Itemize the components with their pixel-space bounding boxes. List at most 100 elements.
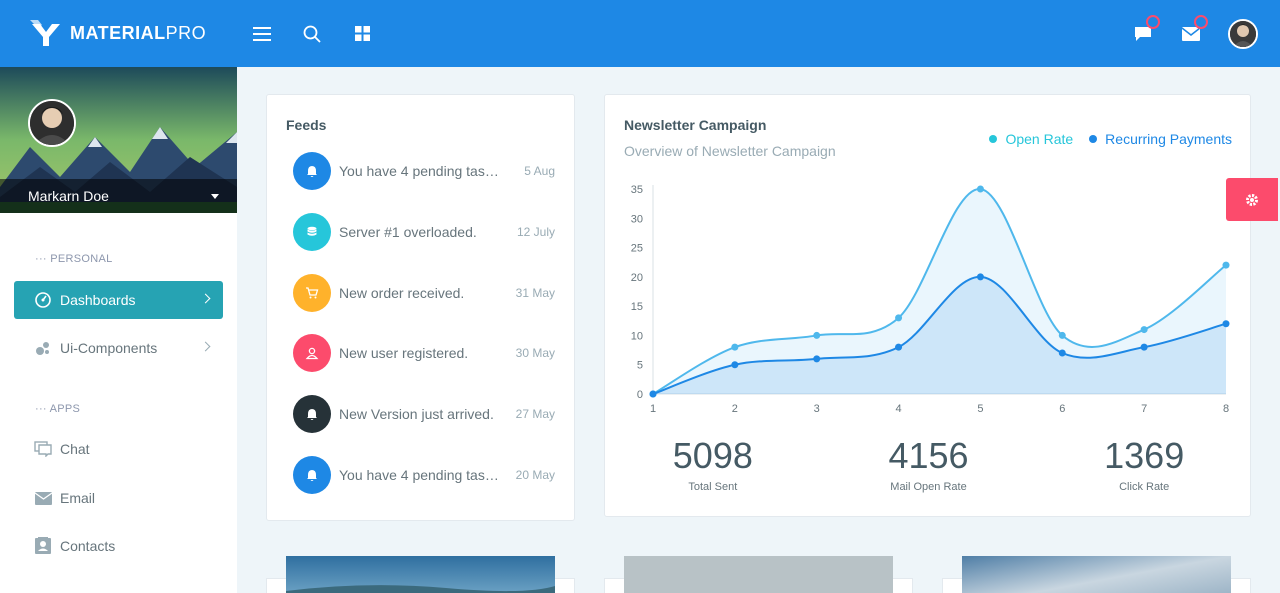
brand-name: MATERIALPRO xyxy=(70,23,207,43)
feed-date: 20 May xyxy=(515,468,555,482)
data-point xyxy=(1222,261,1230,269)
legend-dot xyxy=(989,135,998,143)
data-point xyxy=(1140,343,1148,351)
feed-date: 27 May xyxy=(515,407,555,422)
user-icon xyxy=(293,334,331,373)
brand-logo-icon xyxy=(30,19,60,46)
search-icon[interactable] xyxy=(301,23,323,45)
chat-icon xyxy=(34,440,52,458)
data-point xyxy=(976,185,984,193)
stat-value: 1369 xyxy=(1104,435,1185,476)
newsletter-stats: 5098 Total Sent 4156 Mail Open Rate 1369… xyxy=(605,435,1252,493)
stat-mail-open-rate: 4156 Mail Open Rate xyxy=(821,435,1037,493)
data-point xyxy=(731,343,739,351)
database-icon xyxy=(293,212,331,251)
settings-button[interactable] xyxy=(1226,178,1278,221)
contacts-icon xyxy=(34,537,52,555)
y-tick-label: 10 xyxy=(631,330,643,342)
series-line-1 xyxy=(652,275,1227,395)
legend-open-rate: Open Rate xyxy=(989,131,1073,147)
feed-date: 12 July xyxy=(516,224,555,239)
feed-item[interactable]: New Version just arrived. 27 May xyxy=(293,394,555,434)
x-tick-label: 6 xyxy=(1059,403,1065,415)
newsletter-title: Newsletter Campaign xyxy=(624,117,767,133)
stat-label: Mail Open Rate xyxy=(890,481,967,493)
stat-total-sent: 5098 Total Sent xyxy=(605,435,821,493)
feed-item[interactable]: Server #1 overloaded. 12 July xyxy=(293,212,555,252)
mail-icon[interactable] xyxy=(1180,14,1208,45)
stat-click-rate: 1369 Click Rate xyxy=(1036,435,1252,493)
apps-grid-icon[interactable] xyxy=(351,23,373,45)
x-tick-label: 7 xyxy=(1141,403,1147,415)
nav-section-apps: ··· APPS xyxy=(35,403,81,415)
y-tick-label: 0 xyxy=(637,389,643,401)
email-icon xyxy=(34,489,52,507)
x-tick-label: 5 xyxy=(977,403,983,415)
stat-label: Click Rate xyxy=(1119,481,1170,493)
data-point xyxy=(731,361,739,369)
y-tick-label: 25 xyxy=(631,243,643,255)
newsletter-card: Newsletter Campaign Overview of Newslett… xyxy=(604,94,1251,517)
series-area-0 xyxy=(653,188,1226,394)
stat-value: 5098 xyxy=(672,435,753,476)
data-point xyxy=(813,331,821,339)
feed-item[interactable]: New user registered. 30 May xyxy=(293,333,555,373)
profile-name-bar[interactable]: Markarn Doe xyxy=(0,179,237,213)
feeds-card: Feeds You have 4 pending tasks. 5 Aug Serv… xyxy=(266,94,575,521)
card-image-beach xyxy=(286,556,555,593)
sidebar-item-dashboards[interactable]: Dashboards xyxy=(14,281,223,319)
dashboard-gauge-icon xyxy=(34,291,52,309)
gear-icon xyxy=(1246,193,1258,206)
feed-text: New Version just arrived. xyxy=(339,406,494,423)
sidebar-item-label: Contacts xyxy=(60,538,116,554)
profile-header: Markarn Doe xyxy=(0,67,237,213)
chart-legend: Open Rate Recurring Payments xyxy=(989,131,1232,147)
bell-icon xyxy=(293,456,331,494)
newsletter-area-chart: 0 5 10 15 20 25 30 35 1 2 3 4 5 6 7 8 xyxy=(631,184,1230,415)
sidebar-item-email[interactable]: Email xyxy=(14,479,223,517)
legend-label: Recurring Payments xyxy=(1105,131,1232,147)
profile-name: Markarn Doe xyxy=(28,188,109,204)
feed-text: You have 4 pending tasks. xyxy=(339,467,499,483)
sidebar-item-ui-components[interactable]: Ui-Components xyxy=(14,329,223,367)
x-tick-label: 2 xyxy=(732,403,738,415)
y-tick-label: 30 xyxy=(631,213,643,225)
y-tick-label: 20 xyxy=(631,272,643,284)
messages-icon[interactable] xyxy=(1132,14,1160,45)
feed-item[interactable]: You have 4 pending tasks. 20 May xyxy=(293,455,555,495)
legend-label: Open Rate xyxy=(1005,131,1074,147)
stat-label: Total Sent xyxy=(688,481,738,493)
x-tick-label: 1 xyxy=(650,403,656,415)
caret-down-icon[interactable] xyxy=(211,193,219,199)
card-image-placeholder xyxy=(624,556,893,593)
data-point xyxy=(1222,320,1230,328)
feed-item[interactable]: You have 4 pending tasks. 5 Aug xyxy=(293,151,555,191)
sidebar-item-contacts[interactable]: Contacts xyxy=(14,527,223,565)
sidebar-item-label: Chat xyxy=(60,441,90,457)
x-tick-label: 4 xyxy=(896,403,902,415)
x-tick-label: 8 xyxy=(1223,403,1229,415)
bell-icon xyxy=(293,395,331,434)
data-point xyxy=(813,355,821,363)
menu-icon[interactable] xyxy=(251,23,273,45)
brand[interactable]: MATERIALPRO xyxy=(0,0,237,67)
feed-text: New user registered. xyxy=(339,345,469,362)
user-avatar[interactable] xyxy=(1228,18,1258,49)
newsletter-subtitle: Overview of Newsletter Campaign xyxy=(624,143,836,159)
x-tick-label: 3 xyxy=(814,403,820,415)
profile-avatar[interactable] xyxy=(28,99,76,147)
chevron-right-icon xyxy=(200,293,211,304)
nav-section-personal: ··· PERSONAL xyxy=(35,253,113,265)
chevron-right-icon xyxy=(200,341,211,352)
data-point xyxy=(1140,326,1148,334)
data-point xyxy=(1058,349,1066,357)
feed-item[interactable]: New order received. 31 May xyxy=(293,273,555,313)
data-point xyxy=(895,343,903,351)
legend-recurring-payments: Recurring Payments xyxy=(1089,131,1232,147)
sidebar-item-label: Dashboards xyxy=(60,292,136,308)
stat-value: 4156 xyxy=(888,435,969,476)
feed-text: Server #1 overloaded. xyxy=(339,223,477,240)
notification-dot xyxy=(1146,14,1160,29)
card-image-sky xyxy=(962,556,1231,593)
sidebar-item-chat[interactable]: Chat xyxy=(14,430,223,468)
